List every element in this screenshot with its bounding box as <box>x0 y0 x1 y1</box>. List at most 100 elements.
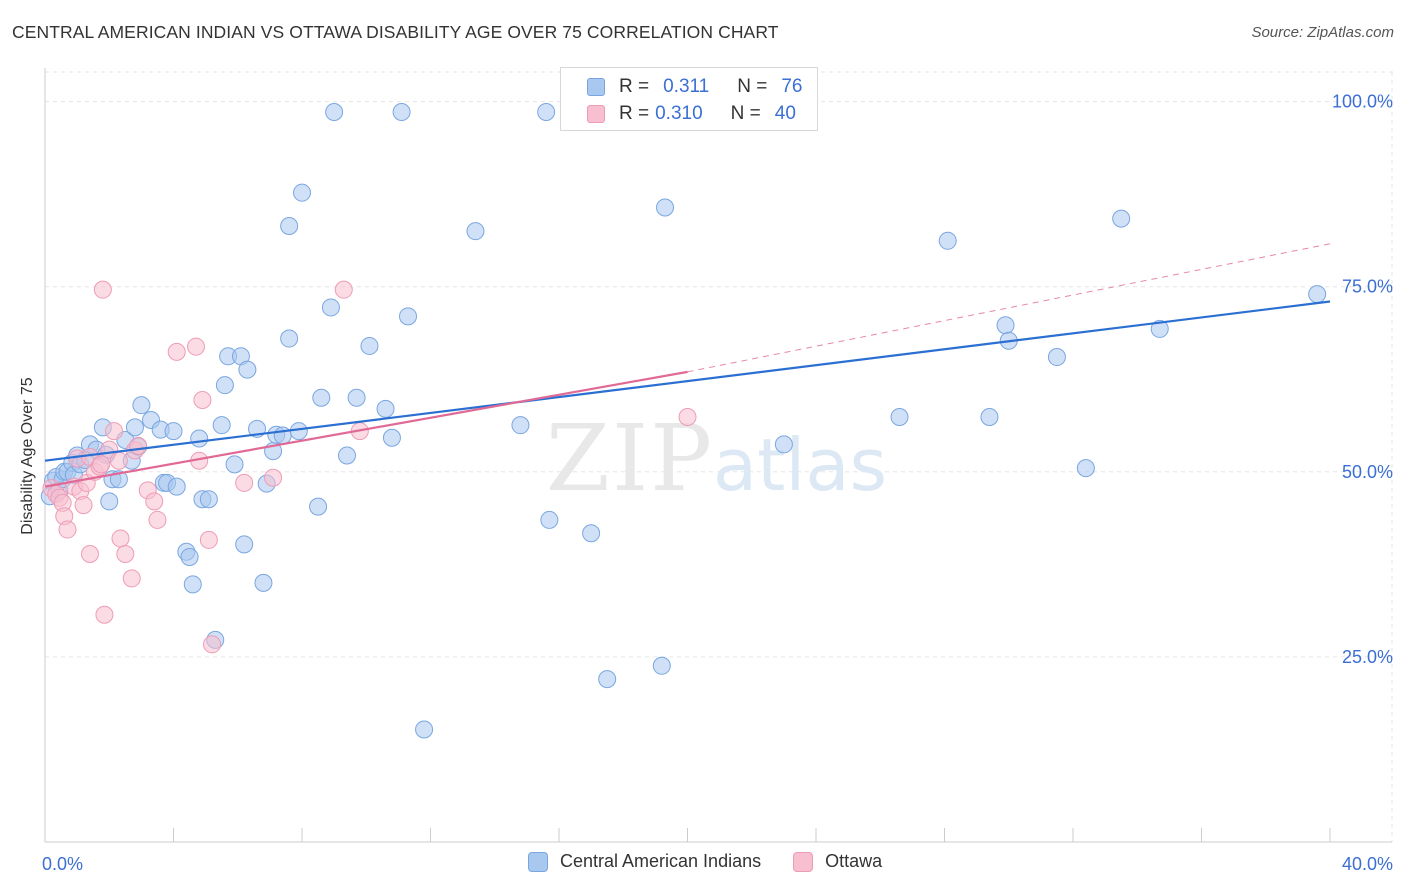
x-tick-label: 0.0% <box>42 854 83 874</box>
tick-labels: 25.0% 50.0% 75.0% 100.0% 0.0% 40.0% <box>42 92 1393 874</box>
legend-row-ottawa: R = 0.310 N = 40 <box>587 100 796 128</box>
data-point-central-american-indians <box>540 510 559 529</box>
watermark-atlas: atlas <box>713 423 887 507</box>
data-point-central-american-indians <box>1076 459 1095 478</box>
data-point-central-american-indians <box>254 573 273 592</box>
y-tick-label: 50.0% <box>1342 462 1393 482</box>
data-point-central-american-indians <box>347 388 366 407</box>
data-point-central-american-indians <box>890 408 909 427</box>
r-label: R = <box>619 103 650 124</box>
data-point-ottawa <box>203 635 222 654</box>
data-point-central-american-indians <box>537 102 556 121</box>
data-point-central-american-indians <box>656 198 675 217</box>
data-point-central-american-indians <box>1047 348 1066 367</box>
data-point-central-american-indians <box>938 231 957 250</box>
n-value: 40 <box>774 103 796 124</box>
data-point-central-american-indians <box>199 490 218 509</box>
data-point-ottawa <box>129 436 148 455</box>
y-tick-label: 100.0% <box>1332 92 1393 112</box>
data-point-ottawa <box>264 468 283 487</box>
data-point-ottawa <box>193 390 212 409</box>
data-point-ottawa <box>116 544 135 563</box>
data-point-ottawa <box>199 530 218 549</box>
data-point-central-american-indians <box>325 102 344 121</box>
data-point-central-american-indians <box>180 547 199 566</box>
data-point-central-american-indians <box>238 360 257 379</box>
data-point-central-american-indians <box>337 446 356 465</box>
correlation-legend: R = 0.311 N = 76 R = 0.310 N = 40 <box>560 67 818 131</box>
y-tick-label: 75.0% <box>1342 277 1393 297</box>
legend-swatch-blue <box>587 78 605 96</box>
data-point-ottawa <box>334 280 353 299</box>
data-point-central-american-indians <box>399 307 418 326</box>
data-point-central-american-indians <box>235 535 254 554</box>
series-central-american-indians <box>40 102 1327 739</box>
data-point-central-american-indians <box>183 575 202 594</box>
data-point-central-american-indians <box>980 408 999 427</box>
legend-item-central-american-indians[interactable]: Central American Indians <box>528 851 761 872</box>
axes <box>44 68 1392 843</box>
data-point-ottawa <box>145 492 164 511</box>
data-point-ottawa <box>111 529 130 548</box>
data-point-ottawa <box>74 496 93 515</box>
data-point-central-american-indians <box>1308 285 1327 304</box>
data-point-central-american-indians <box>360 336 379 355</box>
legend-item-ottawa[interactable]: Ottawa <box>793 851 882 872</box>
data-point-central-american-indians <box>415 720 434 739</box>
data-point-central-american-indians <box>125 418 144 437</box>
data-point-ottawa <box>167 342 186 361</box>
data-point-central-american-indians <box>652 656 671 675</box>
data-point-central-american-indians <box>190 429 209 448</box>
data-point-central-american-indians <box>392 102 411 121</box>
data-point-ottawa <box>148 510 167 529</box>
data-point-central-american-indians <box>582 524 601 543</box>
data-point-central-american-indians <box>598 670 617 689</box>
data-point-central-american-indians <box>215 376 234 395</box>
data-point-central-american-indians <box>212 416 231 435</box>
data-point-central-american-indians <box>280 329 299 348</box>
data-point-ottawa <box>678 408 697 427</box>
data-point-ottawa <box>93 280 112 299</box>
trend-line-ottawa <box>44 370 688 488</box>
data-point-ottawa <box>92 455 111 474</box>
data-point-central-american-indians <box>309 497 328 516</box>
legend-swatch-pink <box>793 851 814 872</box>
trend-line-central-american-indians <box>44 300 1331 462</box>
data-point-ottawa <box>109 451 128 470</box>
data-point-central-american-indians <box>167 477 186 496</box>
chart-title: CENTRAL AMERICAN INDIAN VS OTTAWA DISABI… <box>12 22 779 42</box>
legend-swatch-pink <box>587 105 605 123</box>
data-point-ottawa <box>80 544 99 563</box>
data-point-central-american-indians <box>1112 209 1131 228</box>
data-point-central-american-indians <box>132 396 151 415</box>
source-label: Source: ZipAtlas.com <box>1251 24 1394 41</box>
data-point-central-american-indians <box>164 422 183 441</box>
data-point-central-american-indians <box>511 416 530 435</box>
data-point-central-american-indians <box>466 222 485 241</box>
trend-line-ottawa-extension <box>687 243 1331 373</box>
data-point-central-american-indians <box>280 217 299 235</box>
data-point-central-american-indians <box>996 316 1015 335</box>
n-label: N = <box>730 103 761 124</box>
trend-lines <box>44 243 1331 488</box>
data-point-ottawa <box>58 520 77 539</box>
r-value: 0.311 <box>663 76 710 97</box>
x-tick-label: 40.0% <box>1342 854 1393 874</box>
watermark: ZIP atlas <box>546 405 887 512</box>
data-point-central-american-indians <box>376 399 395 418</box>
data-point-ottawa <box>186 337 205 356</box>
legend-swatch-blue <box>528 851 548 872</box>
data-point-ottawa <box>122 569 141 588</box>
data-point-central-american-indians <box>100 492 119 511</box>
series-legend: Central American Indians Ottawa <box>528 851 914 872</box>
data-point-central-american-indians <box>1150 319 1169 338</box>
data-point-central-american-indians <box>321 298 340 317</box>
y-tick-label: 25.0% <box>1342 647 1393 667</box>
n-value: 76 <box>781 76 803 97</box>
r-value: 0.310 <box>655 103 703 124</box>
data-point-ottawa <box>95 605 114 624</box>
data-point-central-american-indians <box>774 435 793 454</box>
data-point-central-american-indians <box>225 455 244 474</box>
data-point-ottawa <box>105 422 124 441</box>
